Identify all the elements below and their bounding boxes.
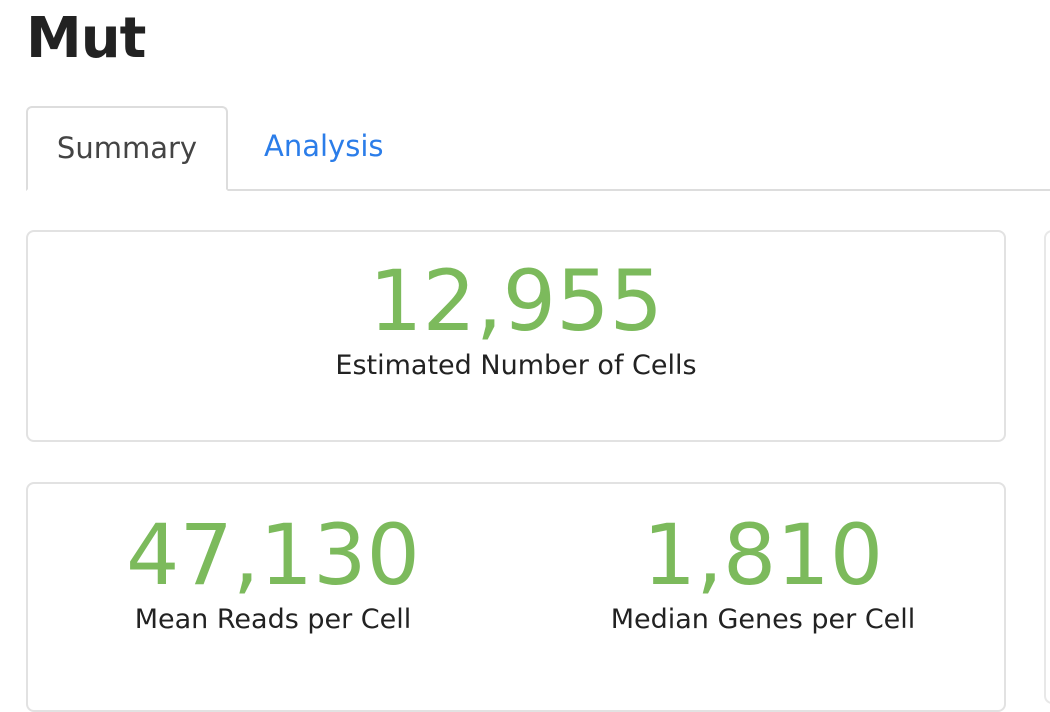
metric-card: 12,955 Estimated Number of Cells	[26, 230, 1006, 442]
metric-card: 47,130 Mean Reads per Cell 1,810 Median …	[26, 482, 1006, 712]
page-title: Mut	[26, 6, 146, 71]
metric-label: Median Genes per Cell	[610, 604, 916, 635]
metric-value: 1,810	[642, 506, 884, 604]
metric-value: 47,130	[126, 506, 420, 604]
card-edge	[1044, 230, 1050, 704]
metric-label: Mean Reads per Cell	[134, 604, 412, 635]
metric: 1,810 Median Genes per Cell	[558, 510, 968, 635]
metric: 12,955 Estimated Number of Cells	[28, 256, 1004, 381]
tab[interactable]: Summary	[26, 106, 228, 191]
metric-label: Estimated Number of Cells	[335, 350, 697, 381]
tab[interactable]: Analysis	[264, 129, 384, 163]
metric: 47,130 Mean Reads per Cell	[68, 510, 478, 635]
tab-bar: Summary Analysis	[26, 106, 1050, 191]
page: Mut Summary Analysis 12,955 Estimated Nu…	[26, 6, 1050, 712]
metric-value: 12,955	[369, 252, 663, 350]
